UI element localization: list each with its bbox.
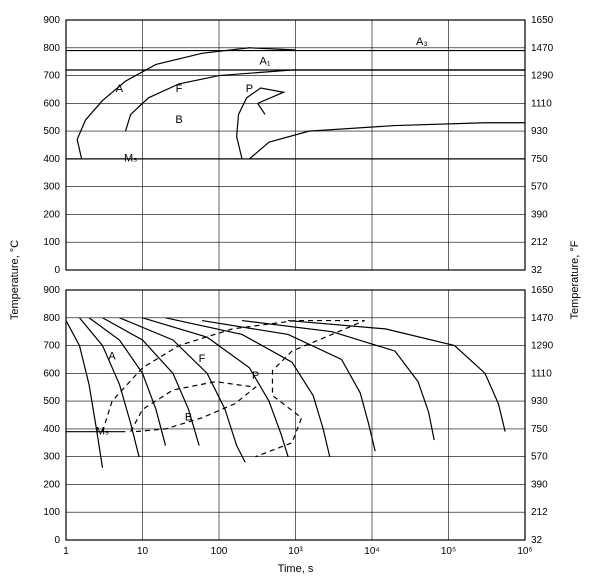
cooling-curve-1 bbox=[79, 318, 139, 457]
ytick-c: 700 bbox=[43, 341, 60, 352]
ytick-c: 700 bbox=[43, 71, 60, 82]
region-label: F bbox=[199, 353, 206, 365]
ytick-c: 800 bbox=[43, 43, 60, 54]
ytick-c: 900 bbox=[43, 15, 60, 26]
y-axis-label-left: Temperature, °C bbox=[9, 240, 21, 320]
curve-F-start bbox=[126, 70, 525, 131]
ytick-f: 1110 bbox=[531, 368, 552, 379]
region-label: B bbox=[185, 412, 192, 424]
ytick-f: 390 bbox=[531, 209, 548, 220]
xtick: 100 bbox=[211, 546, 228, 557]
ytick-f: 1290 bbox=[531, 71, 554, 82]
ytick-c: 0 bbox=[54, 535, 60, 546]
cooling-curve-4 bbox=[119, 318, 245, 462]
ytick-f: 212 bbox=[531, 237, 548, 248]
ytick-f: 930 bbox=[531, 396, 548, 407]
ytick-f: 930 bbox=[531, 126, 548, 137]
cct-diagram: 0100200300400500600700800900322123905707… bbox=[0, 0, 591, 581]
ytick-c: 600 bbox=[43, 98, 60, 109]
ytick-f: 570 bbox=[531, 182, 548, 193]
region-label: B bbox=[175, 114, 182, 126]
curve-end-transform bbox=[249, 123, 525, 159]
xtick: 10⁴ bbox=[364, 546, 379, 557]
ytick-f: 1290 bbox=[531, 341, 554, 352]
cooling-curve-3 bbox=[102, 318, 199, 446]
cooling-curve-9 bbox=[288, 321, 505, 432]
cooling-curve-0 bbox=[66, 321, 102, 468]
ytick-c: 200 bbox=[43, 479, 60, 490]
ytick-f: 570 bbox=[531, 452, 548, 463]
xtick: 10⁶ bbox=[517, 546, 532, 557]
cooling-curve-5 bbox=[143, 318, 289, 457]
ytick-c: 800 bbox=[43, 313, 60, 324]
xtick: 1 bbox=[63, 546, 69, 557]
ytick-c: 300 bbox=[43, 452, 60, 463]
ytick-c: 600 bbox=[43, 368, 60, 379]
ytick-f: 32 bbox=[531, 535, 543, 546]
ytick-f: 750 bbox=[531, 424, 548, 435]
cooling-curve-7 bbox=[202, 321, 375, 452]
cooling-curve-8 bbox=[242, 321, 434, 440]
ytick-f: 1470 bbox=[531, 43, 554, 54]
ytick-c: 900 bbox=[43, 285, 60, 296]
xtick: 10³ bbox=[288, 546, 303, 557]
region-label: A bbox=[116, 83, 124, 95]
region-label: P bbox=[246, 83, 253, 95]
ytick-f: 212 bbox=[531, 507, 548, 518]
ytick-c: 0 bbox=[54, 265, 60, 276]
xtick: 10 bbox=[137, 546, 149, 557]
ytick-f: 1650 bbox=[531, 15, 554, 26]
ytick-c: 200 bbox=[43, 209, 60, 220]
ytick-f: 32 bbox=[531, 265, 543, 276]
y-axis-label-right: Temperature, °F bbox=[569, 240, 581, 319]
region-label: A bbox=[108, 350, 116, 362]
ytick-c: 300 bbox=[43, 182, 60, 193]
ytick-c: 100 bbox=[43, 237, 60, 248]
region-label: A₃ bbox=[416, 36, 428, 48]
region-label: A₁ bbox=[260, 55, 271, 67]
xtick: 10⁵ bbox=[441, 546, 456, 557]
region-label: P bbox=[252, 370, 259, 382]
ytick-c: 500 bbox=[43, 396, 60, 407]
ytick-c: 100 bbox=[43, 507, 60, 518]
x-axis-label: Time, s bbox=[278, 563, 314, 575]
ytick-c: 500 bbox=[43, 126, 60, 137]
ytick-f: 1470 bbox=[531, 313, 554, 324]
curve-P-nose bbox=[237, 88, 284, 159]
ytick-f: 1110 bbox=[531, 98, 552, 109]
ytick-c: 400 bbox=[43, 154, 60, 165]
ytick-c: 400 bbox=[43, 424, 60, 435]
cooling-curve-6 bbox=[166, 318, 330, 457]
ytick-f: 1650 bbox=[531, 285, 554, 296]
region-label: Mₛ bbox=[124, 153, 137, 165]
region-label: F bbox=[176, 83, 183, 95]
ytick-f: 390 bbox=[531, 479, 548, 490]
ytick-f: 750 bbox=[531, 154, 548, 165]
